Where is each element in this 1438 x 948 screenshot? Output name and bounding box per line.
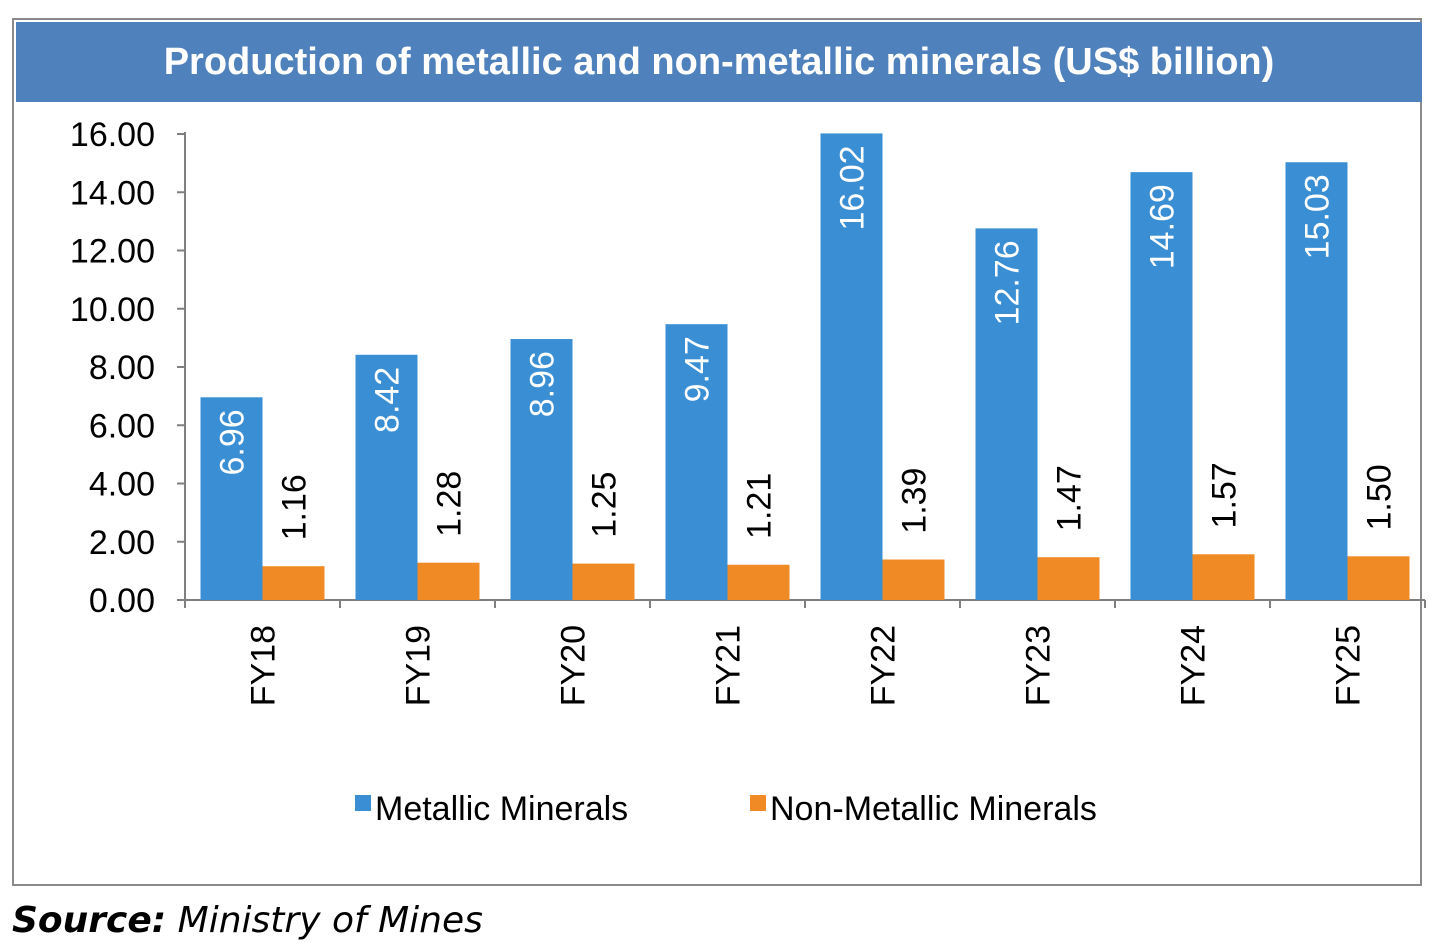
- bar-non-metallic: [727, 564, 790, 600]
- legend-swatch: [355, 795, 371, 811]
- data-label: 1.57: [1206, 462, 1244, 528]
- data-label: 1.21: [741, 473, 779, 539]
- y-tick-label: 6.00: [89, 407, 155, 445]
- bar-non-metallic: [1347, 556, 1410, 600]
- x-tick-label: FY24: [1175, 625, 1213, 706]
- bar-non-metallic: [882, 559, 945, 600]
- bar-chart: 0.00 2.00 4.00 6.00 8.00 10.00 12.00 14.00 16.00…: [70, 116, 1426, 828]
- data-label: 6.96: [214, 409, 252, 475]
- legend-label: Metallic Minerals: [375, 790, 628, 828]
- bar-metallic: [820, 133, 883, 601]
- bar-non-metallic: [1192, 554, 1255, 600]
- data-label: 1.16: [276, 474, 314, 540]
- data-label: 8.96: [524, 351, 562, 417]
- x-tick-label: FY19: [400, 625, 438, 706]
- y-tick-label: 10.00: [70, 291, 155, 329]
- data-label: 12.76: [989, 240, 1027, 325]
- bar-metallic: [355, 354, 418, 600]
- y-tick-label: 16.00: [70, 116, 155, 154]
- x-tick-label: FY22: [865, 625, 903, 706]
- data-label: 1.50: [1361, 464, 1399, 530]
- chart-title: Production of metallic and non-metallic …: [16, 22, 1422, 102]
- data-label: 1.25: [586, 472, 624, 538]
- data-label: 16.02: [834, 145, 872, 230]
- y-tick-label: 2.00: [89, 524, 155, 562]
- y-tick-label: 8.00: [89, 349, 155, 387]
- bar-metallic: [665, 324, 728, 600]
- x-tick-label: FY21: [710, 625, 748, 706]
- bar-non-metallic: [417, 562, 480, 600]
- y-tick-label: 12.00: [70, 233, 155, 271]
- bar-metallic: [510, 339, 573, 600]
- data-label: 1.28: [431, 471, 469, 537]
- source-label: Source:: [12, 900, 167, 941]
- y-tick-label: 4.00: [89, 466, 155, 504]
- bar-metallic: [1130, 172, 1193, 600]
- x-tick-label: FY18: [245, 625, 283, 706]
- legend-label: Non-Metallic Minerals: [770, 790, 1097, 828]
- x-tick-label: FY20: [555, 625, 593, 706]
- source-text: Ministry of Mines: [177, 900, 483, 941]
- y-tick-label: 0.00: [89, 582, 155, 620]
- data-label: 9.47: [679, 336, 717, 402]
- bar-non-metallic: [262, 566, 325, 600]
- y-tick-label: 14.00: [70, 174, 155, 212]
- source-note: Source: Ministry of Mines: [12, 900, 483, 941]
- x-tick-label: FY25: [1330, 625, 1368, 706]
- data-label: 14.69: [1144, 184, 1182, 269]
- data-label: 8.42: [369, 367, 407, 433]
- legend-swatch: [750, 795, 766, 811]
- data-label: 1.47: [1051, 465, 1089, 531]
- bar-non-metallic: [572, 563, 635, 600]
- bar-metallic: [975, 228, 1038, 601]
- data-label: 1.39: [896, 468, 934, 534]
- bar-non-metallic: [1037, 557, 1100, 600]
- x-tick-label: FY23: [1020, 625, 1058, 706]
- bar-metallic: [1285, 162, 1348, 600]
- data-label: 15.03: [1299, 174, 1337, 259]
- bar-metallic: [200, 397, 263, 600]
